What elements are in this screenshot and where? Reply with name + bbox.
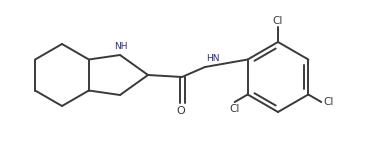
Text: HN: HN	[206, 54, 219, 63]
Text: Cl: Cl	[323, 97, 334, 107]
Text: Cl: Cl	[230, 104, 240, 114]
Text: Cl: Cl	[273, 16, 283, 26]
Text: NH: NH	[114, 42, 128, 51]
Text: O: O	[177, 106, 185, 116]
